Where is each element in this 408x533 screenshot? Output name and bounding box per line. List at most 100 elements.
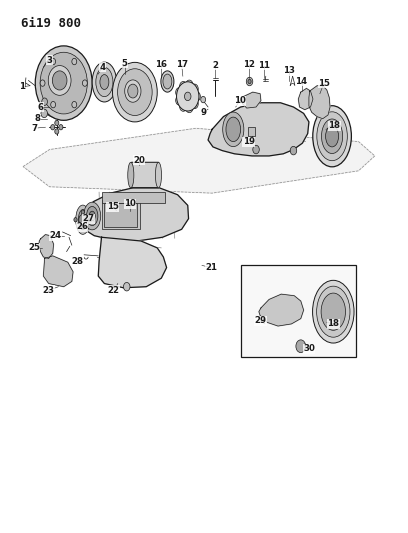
Text: 17: 17: [175, 60, 188, 69]
Text: 7: 7: [31, 124, 37, 133]
Circle shape: [89, 217, 92, 222]
Text: 22: 22: [108, 286, 120, 295]
Ellipse shape: [193, 92, 200, 101]
Circle shape: [51, 125, 55, 130]
Polygon shape: [98, 237, 166, 288]
Ellipse shape: [177, 82, 199, 111]
Ellipse shape: [180, 82, 187, 91]
Ellipse shape: [191, 99, 198, 109]
Text: 15: 15: [106, 203, 118, 212]
Text: 21: 21: [205, 263, 217, 272]
Circle shape: [55, 129, 59, 134]
Circle shape: [51, 58, 55, 64]
Bar: [241, 265, 357, 357]
Text: 3: 3: [47, 56, 53, 64]
Text: 18: 18: [328, 121, 340, 130]
Text: 12: 12: [243, 60, 255, 69]
Ellipse shape: [186, 103, 193, 112]
Circle shape: [81, 225, 84, 230]
Ellipse shape: [100, 75, 109, 90]
Circle shape: [51, 101, 55, 108]
Circle shape: [246, 77, 253, 86]
Ellipse shape: [317, 286, 350, 337]
Ellipse shape: [86, 206, 98, 225]
Ellipse shape: [317, 112, 347, 161]
Circle shape: [35, 46, 92, 120]
Text: 5: 5: [122, 59, 128, 68]
Ellipse shape: [84, 202, 101, 230]
Text: 10: 10: [234, 96, 246, 105]
Ellipse shape: [186, 80, 193, 90]
Ellipse shape: [118, 69, 152, 116]
Circle shape: [72, 58, 77, 64]
Bar: [104, 203, 137, 227]
Text: 26: 26: [76, 222, 88, 231]
Text: 11: 11: [258, 61, 270, 70]
Ellipse shape: [191, 84, 198, 94]
Circle shape: [81, 210, 84, 214]
Polygon shape: [309, 86, 330, 119]
Circle shape: [48, 66, 71, 95]
Circle shape: [124, 282, 130, 291]
Circle shape: [290, 147, 297, 155]
Bar: [102, 192, 165, 203]
Circle shape: [41, 109, 47, 118]
Circle shape: [55, 120, 59, 126]
Circle shape: [79, 214, 87, 225]
Text: 19: 19: [243, 137, 255, 146]
Circle shape: [201, 96, 206, 103]
Ellipse shape: [113, 62, 157, 122]
Circle shape: [40, 52, 87, 114]
Text: 20: 20: [133, 156, 145, 165]
Text: 29: 29: [254, 316, 266, 325]
Ellipse shape: [163, 74, 172, 89]
Ellipse shape: [313, 280, 354, 343]
Text: 18: 18: [327, 319, 339, 328]
Polygon shape: [23, 128, 375, 193]
Polygon shape: [130, 163, 158, 188]
Ellipse shape: [176, 87, 183, 97]
Circle shape: [42, 98, 47, 106]
Ellipse shape: [226, 117, 241, 142]
Text: 13: 13: [284, 67, 295, 75]
Text: 2: 2: [213, 61, 218, 70]
Bar: [102, 200, 140, 229]
Circle shape: [248, 79, 251, 84]
Text: 16: 16: [155, 60, 167, 69]
Text: 6i19 800: 6i19 800: [21, 17, 81, 30]
Circle shape: [253, 146, 259, 154]
Ellipse shape: [76, 205, 90, 235]
Ellipse shape: [184, 92, 191, 101]
Polygon shape: [81, 188, 188, 241]
Ellipse shape: [128, 84, 138, 98]
Ellipse shape: [128, 163, 134, 188]
Ellipse shape: [321, 293, 346, 330]
Ellipse shape: [161, 71, 174, 92]
Text: 25: 25: [28, 244, 40, 253]
Ellipse shape: [92, 62, 117, 102]
Text: 8: 8: [34, 114, 40, 123]
Bar: [248, 127, 255, 136]
Text: 28: 28: [71, 257, 83, 265]
Ellipse shape: [96, 67, 113, 96]
Ellipse shape: [313, 106, 351, 167]
Text: 30: 30: [303, 344, 315, 353]
Ellipse shape: [326, 126, 339, 147]
Text: 14: 14: [295, 77, 308, 86]
Circle shape: [40, 80, 45, 86]
Text: 24: 24: [49, 231, 62, 240]
Polygon shape: [259, 294, 304, 326]
Polygon shape: [208, 103, 309, 156]
Ellipse shape: [125, 80, 141, 102]
Text: 4: 4: [99, 63, 105, 71]
Polygon shape: [39, 235, 53, 259]
Text: 23: 23: [43, 286, 55, 295]
Text: 10: 10: [124, 199, 136, 208]
Circle shape: [72, 101, 77, 108]
Polygon shape: [298, 88, 313, 110]
Ellipse shape: [322, 119, 343, 154]
Text: 15: 15: [318, 78, 330, 87]
Circle shape: [52, 71, 67, 90]
Ellipse shape: [176, 95, 183, 105]
Ellipse shape: [155, 163, 162, 188]
